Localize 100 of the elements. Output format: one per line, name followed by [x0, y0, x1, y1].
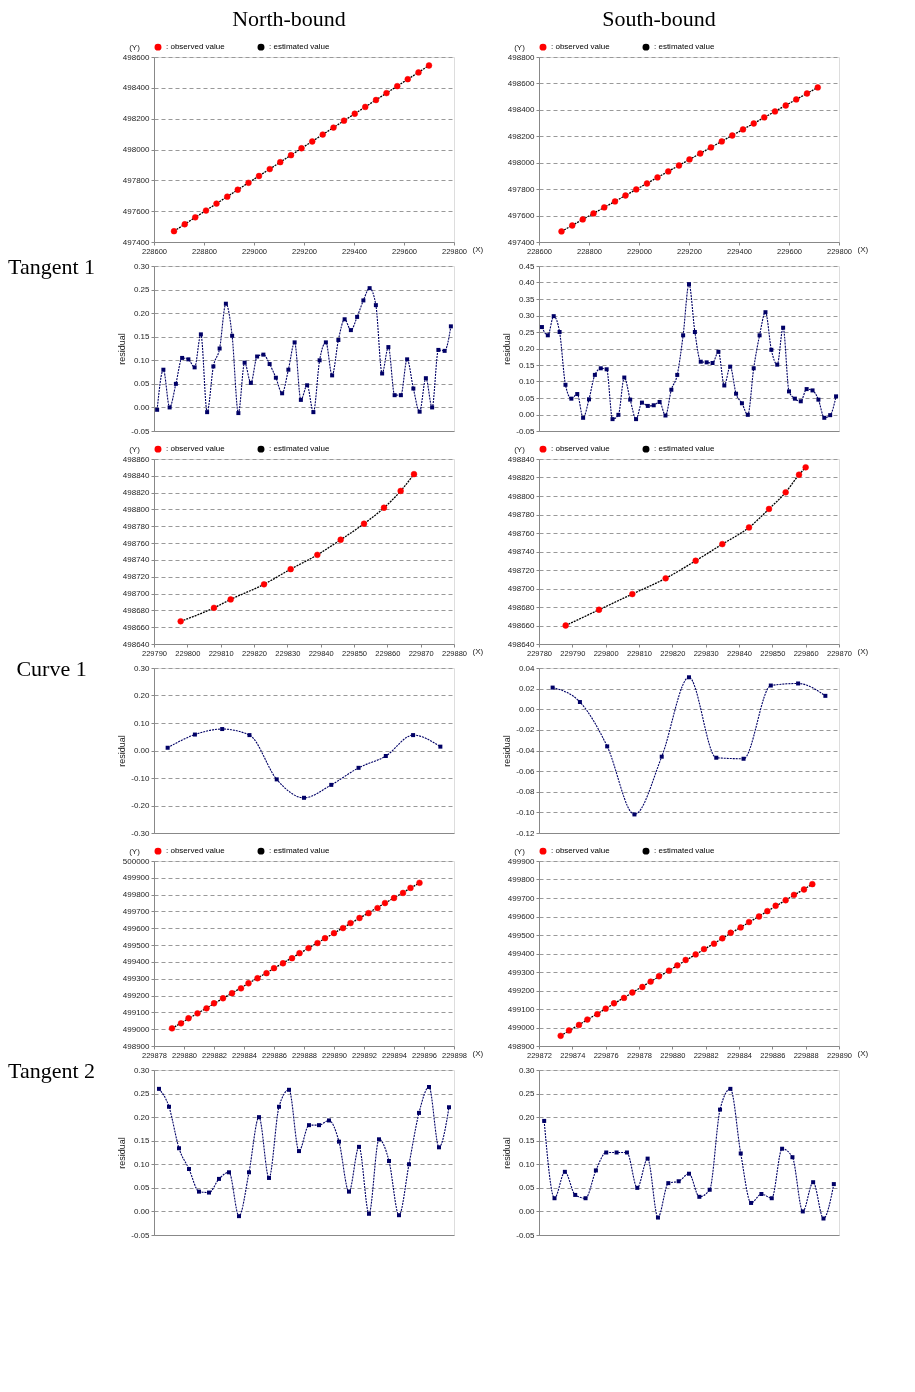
point [248, 380, 253, 385]
point [438, 744, 443, 749]
point [590, 210, 597, 217]
point [552, 1196, 557, 1201]
point [675, 372, 680, 377]
point [639, 983, 646, 991]
point [822, 415, 827, 420]
y-tick-label: 500000 [122, 856, 151, 866]
point [377, 1137, 381, 1142]
y-axis-title: residual [502, 333, 513, 365]
point [224, 193, 231, 200]
point [245, 980, 252, 987]
point [367, 1211, 371, 1216]
point [624, 1150, 629, 1155]
point [177, 1146, 181, 1151]
y-tick-label: 499300 [507, 967, 536, 977]
point [348, 328, 353, 333]
point [365, 909, 372, 917]
y-tick-label: 0.10 [133, 355, 151, 365]
point [719, 540, 726, 548]
point [339, 924, 347, 932]
y-tick-label: -0.05 [516, 426, 536, 436]
y-tick-label: 499600 [122, 923, 151, 933]
point [297, 1149, 301, 1154]
point [655, 1215, 660, 1220]
point [337, 1139, 341, 1144]
point [187, 1167, 191, 1171]
point [197, 1189, 201, 1194]
point [598, 366, 603, 371]
point [745, 524, 753, 531]
point [381, 899, 389, 907]
y-tick-label: 499100 [507, 1004, 536, 1014]
point [722, 383, 727, 388]
point [307, 1123, 311, 1128]
point [665, 967, 673, 974]
point [687, 1171, 691, 1176]
point [347, 1189, 351, 1194]
point [793, 96, 800, 103]
point [698, 359, 703, 364]
point [383, 754, 388, 758]
point [228, 990, 236, 997]
point [782, 489, 789, 496]
point [407, 884, 414, 892]
point [380, 371, 385, 376]
legend-label: : observed value [166, 444, 226, 454]
y-tick-label: 498860 [122, 454, 151, 464]
point [809, 880, 816, 888]
point [168, 1025, 176, 1032]
point [361, 298, 366, 303]
point [362, 103, 369, 111]
point [397, 487, 404, 495]
point [392, 393, 397, 398]
point [604, 1150, 609, 1155]
point [716, 349, 721, 354]
point [288, 955, 296, 962]
point [155, 407, 160, 412]
point [738, 1151, 743, 1156]
point [584, 1016, 591, 1023]
point [314, 939, 321, 947]
point [192, 732, 197, 737]
point [205, 410, 210, 415]
point [342, 317, 347, 322]
point [286, 367, 291, 372]
point [781, 325, 786, 330]
y-tick-label: 499200 [122, 991, 151, 1001]
y-tick-label: 498780 [507, 510, 536, 519]
y-tick-label: 498700 [122, 589, 151, 599]
point [374, 904, 381, 912]
y-tick-label: 0.20 [133, 1112, 151, 1122]
point [302, 795, 306, 800]
point [360, 520, 368, 527]
point [755, 913, 763, 920]
y-tick-label: 0.10 [133, 1159, 151, 1169]
point [317, 358, 322, 363]
point [273, 375, 278, 380]
y-tick-label: -0.04 [516, 746, 536, 755]
point [634, 417, 639, 422]
point [223, 301, 228, 306]
y-tick-label: 498000 [122, 145, 151, 154]
point [539, 325, 544, 330]
y-tick-label: 497600 [122, 206, 151, 216]
point [280, 391, 285, 396]
point [185, 1015, 192, 1022]
point [718, 138, 725, 145]
y-tick-label: 498200 [122, 114, 151, 124]
y-tick-label: 498800 [507, 491, 536, 501]
point [745, 412, 750, 417]
point [692, 330, 697, 334]
point [383, 89, 390, 97]
legend-label: : estimated value [269, 846, 331, 856]
y-tick-label: -0.05 [131, 426, 151, 436]
y-axis-title: residual [502, 735, 513, 767]
point [800, 1209, 805, 1214]
y-axis-title: residual [117, 333, 128, 365]
point [659, 754, 664, 759]
y-tick-label: 498820 [507, 473, 536, 482]
point [834, 394, 839, 399]
y-tick-label: 0.25 [518, 327, 536, 337]
point [633, 186, 640, 193]
point [710, 361, 715, 366]
